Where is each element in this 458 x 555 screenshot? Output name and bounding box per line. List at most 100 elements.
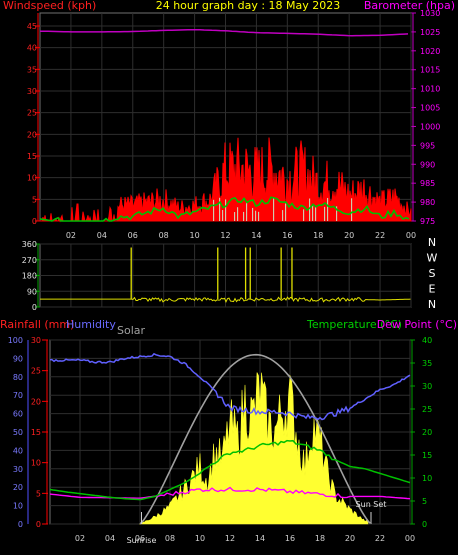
wind-run-bar	[273, 197, 275, 221]
x-tick-label: 00	[405, 534, 415, 543]
wind-run-bar	[246, 202, 248, 221]
y2-tick-label: 1005	[420, 104, 440, 113]
wind-run-bar	[336, 206, 338, 221]
wind-run-bar	[222, 210, 224, 221]
y2-tick-label: 1020	[420, 47, 440, 56]
y-tick-label: 0	[32, 217, 37, 226]
humidity-tick-label: 60	[13, 410, 23, 419]
x-tick-label: 18	[313, 231, 323, 240]
y-tick-label: 15	[27, 152, 37, 161]
x-tick-label: 02	[75, 534, 85, 543]
humidity-tick-label: 100	[8, 336, 23, 345]
y2-tick-label: 985	[420, 179, 435, 188]
humidity-tick-label: 20	[13, 483, 23, 492]
x-tick-label: 08	[159, 231, 169, 240]
y-tick-label: 30	[27, 87, 37, 96]
y2-tick-label: 1030	[420, 9, 440, 18]
x-tick-label: 06	[128, 231, 138, 240]
x-tick-label: 22	[375, 231, 385, 240]
wind-run-bar	[225, 199, 227, 221]
y-tick-label: 45	[27, 22, 37, 31]
temp-tick-label: 30	[422, 382, 432, 391]
barometer-series	[39, 28, 409, 37]
temp-tick-label: 0	[422, 520, 427, 529]
humidity-tick-label: 0	[18, 520, 23, 529]
x-tick-label: 08	[165, 534, 175, 543]
barometer-axis-label: Barometer (hpa)	[364, 0, 455, 12]
x-tick-label: 16	[285, 534, 295, 543]
wind-run-bar	[285, 203, 287, 221]
wind-direction-series	[40, 296, 411, 304]
humidity-tick-label: 90	[13, 354, 23, 363]
sunrise-label: Sunrise	[127, 536, 157, 545]
rain-tick-label: 15	[31, 428, 41, 437]
compass-label: E	[429, 283, 436, 296]
humidity-tick-label: 80	[13, 373, 23, 382]
y-tick-label: 10	[27, 174, 37, 183]
y-tick-label: 0	[32, 303, 37, 312]
y-tick-label: 40	[27, 44, 37, 53]
wind-run-bar	[312, 205, 314, 221]
x-tick-label: 10	[189, 231, 199, 240]
wind-run-bar	[324, 206, 326, 221]
humidity-tick-label: 30	[13, 465, 23, 474]
y2-tick-label: 995	[420, 141, 435, 150]
y2-tick-label: 1015	[420, 66, 440, 75]
chart-title: 24 hour graph day : 18 May 2023	[156, 0, 341, 12]
wind-run-bar	[219, 197, 221, 221]
x-tick-label: 06	[135, 534, 145, 543]
compass-label: N	[428, 298, 436, 311]
temp-tick-label: 20	[422, 428, 432, 437]
solar-max-series	[139, 353, 371, 525]
wind-run-bar	[243, 211, 245, 221]
compass-label: N	[428, 236, 436, 249]
wind-run-bar	[282, 210, 284, 221]
x-tick-label: 14	[251, 231, 261, 240]
avg-wind-series	[39, 196, 410, 222]
x-tick-label: 22	[375, 534, 385, 543]
rain-tick-label: 25	[31, 367, 41, 376]
humidity-axis-label: Humidity	[66, 318, 116, 331]
x-tick-label: 14	[255, 534, 265, 543]
y2-tick-label: 990	[420, 160, 435, 169]
wind-run-bar	[237, 207, 239, 221]
x-tick-label: 10	[195, 534, 205, 543]
humidity-tick-label: 40	[13, 446, 23, 455]
windspeed-axis-label: Windspeed (kph)	[3, 0, 96, 12]
solar-axis-label: Solar	[117, 324, 146, 337]
humidity-series	[49, 352, 411, 421]
x-tick-label: 18	[315, 534, 325, 543]
temp-tick-label: 40	[422, 336, 432, 345]
rain-tick-label: 0	[36, 520, 41, 529]
y2-tick-label: 1025	[420, 28, 440, 37]
wind-barometer-panel: 0510152025303540459759809859909951000100…	[27, 9, 441, 240]
y-tick-label: 35	[27, 65, 37, 74]
rain-tick-label: 10	[31, 459, 41, 468]
temp-tick-label: 15	[422, 451, 432, 460]
compass-label: S	[429, 267, 436, 280]
x-tick-label: 12	[225, 534, 235, 543]
y-tick-label: 270	[22, 256, 37, 265]
rain-tick-label: 30	[31, 336, 41, 345]
temperature-axis-label: Temperature (°C)	[306, 318, 402, 331]
y2-tick-label: 980	[420, 198, 435, 207]
wind-run-bar	[252, 207, 254, 221]
compass-label: W	[427, 252, 438, 265]
wind-run-bar	[258, 211, 260, 221]
y2-tick-label: 1000	[420, 122, 440, 131]
rain-tick-label: 20	[31, 397, 41, 406]
temperature-series	[49, 439, 411, 501]
x-tick-label: 04	[105, 534, 115, 543]
y-tick-label: 180	[22, 272, 37, 281]
wind-run-bar	[351, 198, 353, 221]
x-tick-label: 12	[220, 231, 230, 240]
temp-tick-label: 35	[422, 359, 432, 368]
x-tick-label: 02	[66, 231, 76, 240]
y-tick-label: 5	[32, 195, 37, 204]
temp-tick-label: 5	[422, 497, 427, 506]
wind-run-bar	[255, 210, 257, 221]
y-tick-label: 90	[27, 287, 37, 296]
